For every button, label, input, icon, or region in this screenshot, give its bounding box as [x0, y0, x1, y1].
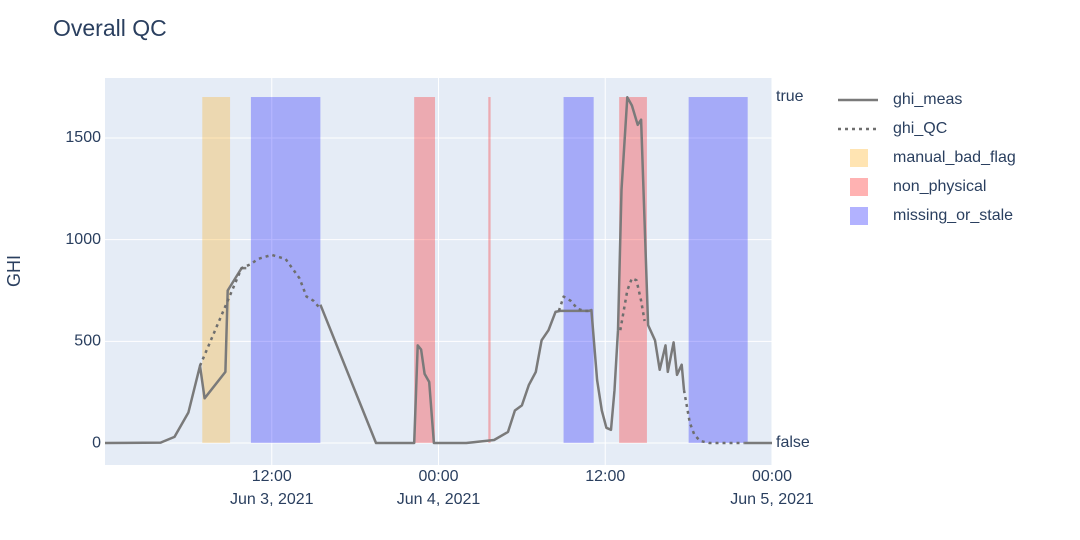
y-axis-label: GHI — [4, 255, 24, 287]
legend-label: non_physical — [893, 178, 986, 195]
x-tick-label: Jun 3, 2021 — [230, 491, 314, 508]
flag-bar — [688, 97, 748, 443]
y-tick-label: 1500 — [65, 129, 101, 146]
flag-bar — [563, 97, 594, 443]
y-tick-label: 0 — [92, 434, 101, 451]
flag-bar — [202, 97, 231, 443]
y-tick-label: 1000 — [65, 231, 101, 248]
flag-bar — [414, 97, 436, 443]
y-tick-label: 500 — [74, 333, 101, 350]
x-tick-label: Jun 5, 2021 — [730, 491, 814, 508]
flag-bar — [250, 97, 321, 443]
x-tick-label: 00:00 — [418, 468, 458, 485]
chart-title: Overall QC — [53, 15, 167, 41]
legend-label: ghi_meas — [893, 91, 962, 108]
legend-swatch — [850, 207, 868, 225]
series-line — [104, 96, 772, 445]
y2-tick-label: false — [776, 434, 810, 451]
legend-swatch — [850, 149, 868, 167]
flag-bar — [488, 97, 491, 443]
x-tick-label: 00:00 — [752, 468, 792, 485]
legend-label: manual_bad_flag — [893, 149, 1016, 166]
x-tick-label: 12:00 — [252, 468, 292, 485]
x-tick-label: Jun 4, 2021 — [397, 491, 481, 508]
series-line — [198, 253, 745, 445]
legend-label: ghi_QC — [893, 120, 947, 137]
y2-tick-label: true — [776, 88, 804, 105]
legend-label: missing_or_stale — [893, 207, 1013, 224]
x-tick-label: 12:00 — [585, 468, 625, 485]
legend-swatch — [850, 178, 868, 196]
